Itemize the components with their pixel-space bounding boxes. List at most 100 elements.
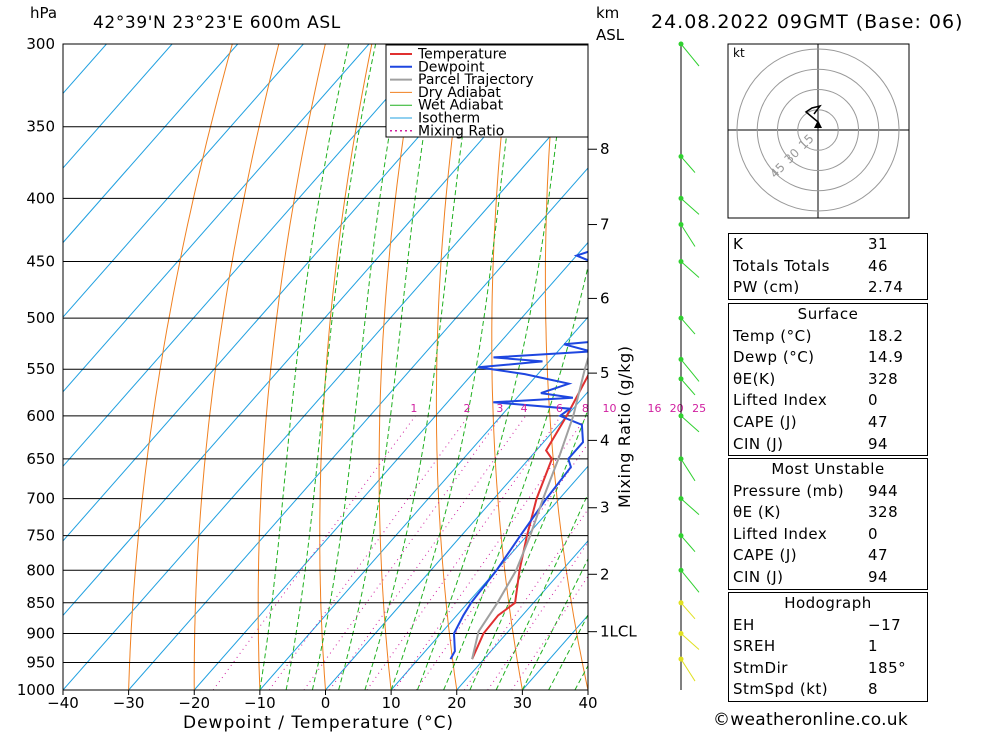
legend-box <box>385 44 589 138</box>
dewpoint-line <box>449 250 588 660</box>
dry-adiabat <box>930 44 1000 690</box>
surface-title: Surface <box>797 305 859 323</box>
km-tick-label: 2 <box>600 565 610 583</box>
wind-barb <box>680 261 700 278</box>
surface-row: Temp (°C) 18.2 <box>729 326 927 348</box>
mu-label: Pressure (mb) <box>733 481 845 500</box>
mixing-ratio-line <box>329 415 527 690</box>
legend-label: Dry Adiabat <box>418 85 501 101</box>
x-tick-label: 40 <box>578 694 597 712</box>
surface-row: Lifted Index 0 <box>729 390 927 412</box>
x-tick-label: −40 <box>47 694 79 712</box>
wind-barb <box>680 535 696 552</box>
isotherm <box>63 92 588 690</box>
km-tick-label: 1LCL <box>600 623 637 641</box>
isobars <box>63 43 588 691</box>
pressure-tick-label: 400 <box>26 189 55 207</box>
hodo-label: StmSpd (kt) <box>733 680 829 699</box>
surface-label: CAPE (J) <box>733 412 798 431</box>
legend-label: Dewpoint <box>418 59 485 75</box>
k-label: K <box>733 235 744 253</box>
mixing-ratio-label: 10 <box>603 402 617 415</box>
mixing-ratio-label: 1 <box>410 402 417 415</box>
wet-adiabat <box>548 613 588 690</box>
hodo-label: SREH <box>733 637 776 656</box>
surface-value: 328 <box>868 369 899 388</box>
surface-table: Surface Temp (°C) 18.2 Dewp (°C) 14.9 θE(K) 3… <box>728 303 928 457</box>
asl-unit-label: ASL <box>596 26 625 44</box>
isotherm <box>63 44 567 617</box>
surface-row: Dewp (°C) 14.9 <box>729 347 927 369</box>
mixing-ratio-axis-title: Mixing Ratio (g/kg) <box>615 345 634 508</box>
x-axis-title: Dewpoint / Temperature (°C) <box>183 713 454 733</box>
isotherm <box>456 540 588 690</box>
km-tick-label: 3 <box>600 499 610 517</box>
credit-link[interactable]: ©weatheronline.co.uk <box>713 710 909 730</box>
hodograph-ring <box>756 68 880 192</box>
dry-adiabat <box>491 44 523 690</box>
hodograph-ring <box>777 89 859 171</box>
hodo-row: SREH 1 <box>729 636 927 658</box>
k-value: 31 <box>868 235 889 253</box>
pressure-unit-label: hPa <box>30 4 57 22</box>
wind-barb <box>680 633 700 650</box>
axes: 3003504004505005506006507007508008509009… <box>17 35 638 712</box>
isotherm <box>128 167 588 690</box>
mu-row: CAPE (J) 47 <box>729 545 927 567</box>
isotherm <box>63 44 239 244</box>
dry-adiabat <box>648 44 720 690</box>
dry-adiabat <box>544 44 588 690</box>
mixing-ratio-line <box>303 415 502 690</box>
surface-value: 94 <box>868 434 889 453</box>
wet-adiabat <box>259 44 350 690</box>
pressure-tick-label: 450 <box>26 253 55 271</box>
km-tick-label: 4 <box>600 431 610 449</box>
most-unstable-title: Most Unstable <box>771 460 885 478</box>
mu-value: 0 <box>868 524 879 543</box>
isotherm <box>63 44 501 542</box>
mixing-ratio-labels: 1 2 3 4 6 8 10 16 20 25 <box>410 402 706 415</box>
dry-adiabat <box>976 44 1000 690</box>
mixing-ratio-line <box>268 415 469 690</box>
pw-label: PW (cm) <box>733 278 800 297</box>
mixing-ratio-label: 2 <box>464 402 471 415</box>
legend-label: Wet Adiabat <box>418 98 504 114</box>
x-tick-label: 20 <box>447 694 466 712</box>
mixing-ratio-label: 6 <box>556 402 563 415</box>
dry-adiabat <box>435 44 466 690</box>
wind-barb <box>680 569 700 593</box>
hodo-label: EH <box>733 615 755 634</box>
mixing-ratio-label: 3 <box>496 402 503 415</box>
hodograph-title: Hodograph <box>784 594 872 612</box>
wind-barb <box>680 359 700 382</box>
hodo-row: StmDir 185° <box>729 658 927 680</box>
wind-barb <box>680 458 696 482</box>
wind-barb <box>680 415 700 433</box>
tt-label: Totals Totals <box>733 256 830 275</box>
mu-row: θE (K) 328 <box>729 502 927 524</box>
parcel-trajectory-line <box>471 355 588 660</box>
surface-value: 0 <box>868 391 879 410</box>
tt-value: 46 <box>868 256 889 275</box>
km-tick-label: 8 <box>600 140 610 158</box>
mixing-ratio-line <box>212 415 416 690</box>
x-tick-label: 0 <box>321 694 331 712</box>
legend-label: Isotherm <box>418 111 480 127</box>
pressure-tick-label: 300 <box>26 35 55 53</box>
dry-adiabat <box>257 44 326 690</box>
mu-row: Lifted Index 0 <box>729 524 927 546</box>
wind-barb <box>680 224 696 247</box>
hodograph-trace <box>804 104 822 123</box>
x-tick-label: −10 <box>244 694 276 712</box>
pressure-tick-label: 700 <box>26 490 55 508</box>
location-title: 42°39'N 23°23'E 600m ASL <box>93 13 341 33</box>
pressure-tick-label: 550 <box>26 360 55 378</box>
pressure-tick-label: 750 <box>26 527 55 545</box>
legend-label: Mixing Ratio <box>418 123 504 139</box>
wind-barb <box>680 317 696 335</box>
wet-adiabat <box>495 492 588 690</box>
mixing-ratio-line <box>511 575 588 690</box>
x-tick-label: 30 <box>513 694 532 712</box>
mu-label: CAPE (J) <box>733 546 798 565</box>
